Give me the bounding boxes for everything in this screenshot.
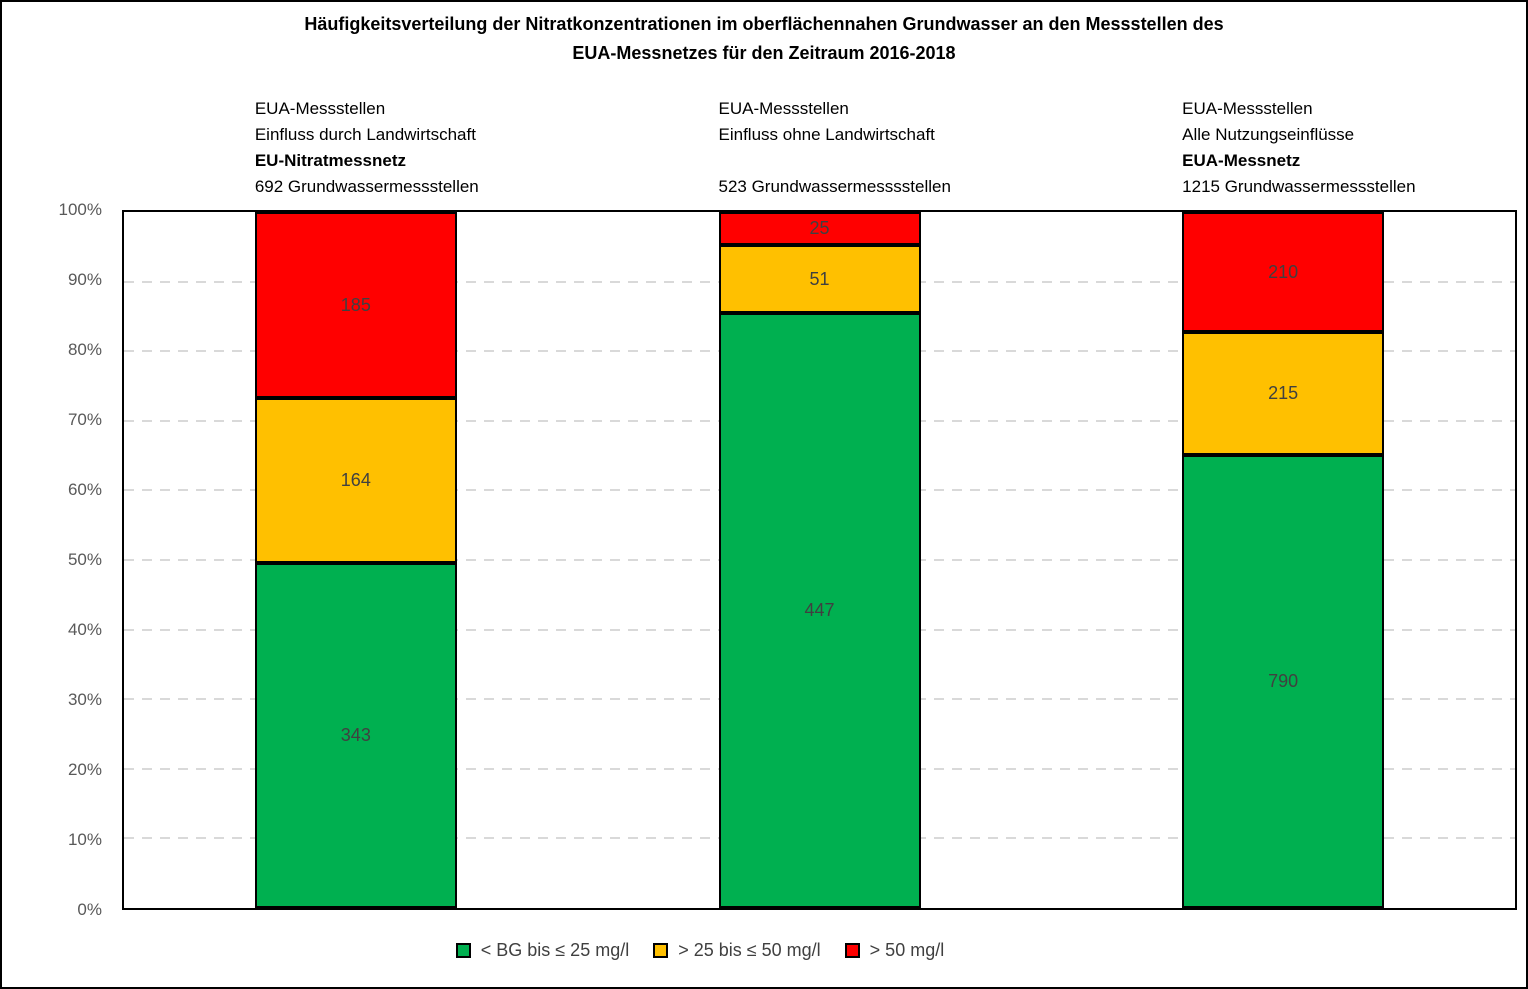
bar-segment-value: 210 bbox=[1268, 261, 1299, 282]
bar-segment-value: 51 bbox=[809, 268, 830, 289]
bar-segment-value: 185 bbox=[340, 294, 371, 315]
y-axis-tick-label: 80% bbox=[67, 340, 102, 359]
bar-segment: 25 bbox=[718, 212, 921, 246]
chart-title-line-1: Häufigkeitsverteilung der Nitratkonzentr… bbox=[304, 14, 1224, 34]
legend-label: > 50 mg/l bbox=[869, 940, 945, 960]
stacked-bar-1: 185 164 343 bbox=[254, 212, 457, 908]
stacked-bar-2: 25 51 447 bbox=[718, 212, 921, 908]
y-axis-tick-label: 60% bbox=[67, 480, 102, 499]
chart-title: Häufigkeitsverteilung der Nitratkonzentr… bbox=[2, 10, 1526, 68]
y-axis-tick-label: 20% bbox=[67, 760, 102, 779]
category-header-line: 1215 Grundwassermessstellen bbox=[1182, 177, 1416, 196]
bar-segment-value: 790 bbox=[1268, 671, 1299, 692]
legend-swatch-icon bbox=[844, 943, 860, 958]
legend: < BG bis ≤ 25 mg/l > 25 bis ≤ 50 mg/l > 50… bbox=[2, 940, 1464, 961]
category-header-line: 692 Grundwassermessstellen bbox=[254, 177, 479, 196]
bar-segment: 164 bbox=[254, 398, 457, 563]
legend-label: > 25 bis ≤ 50 mg/l bbox=[678, 940, 821, 960]
category-header-line: 523 Grundwassermesssstellen bbox=[718, 177, 951, 196]
y-axis: 0% 10% 20% 30% 40% 50% 60% 70% 80% 90% 100% bbox=[2, 200, 102, 919]
y-axis-tick-label: 10% bbox=[67, 830, 102, 849]
y-axis-tick-label: 70% bbox=[67, 410, 102, 429]
chart-title-line-2: EUA-Messnetzes für den Zeitraum 2016-201… bbox=[572, 43, 956, 63]
category-header-line bbox=[719, 148, 1064, 174]
legend-label: < BG bis ≤ 25 mg/l bbox=[480, 940, 630, 960]
legend-item: < BG bis ≤ 25 mg/l bbox=[455, 940, 630, 961]
bar-segment-value: 164 bbox=[340, 470, 371, 491]
bar-segment-value: 447 bbox=[804, 600, 835, 621]
legend-item: > 25 bis ≤ 50 mg/l bbox=[653, 940, 821, 961]
category-header-line: Einfluss durch Landwirtschaft bbox=[254, 125, 476, 144]
y-axis-tick-label: 30% bbox=[67, 690, 102, 709]
category-headers: EUA-Messstellen Einfluss durch Landwirtsc… bbox=[124, 96, 1515, 208]
category-header-line: Einfluss ohne Landwirtschaft bbox=[718, 125, 935, 144]
bar-segment: 51 bbox=[718, 245, 921, 314]
category-header-line: Alle Nutzungseinflüsse bbox=[1182, 125, 1355, 144]
category-header-1: EUA-Messstellen Einfluss durch Landwirtsc… bbox=[255, 96, 600, 200]
category-header-3: EUA-Messstellen Alle Nutzungseinflüsse EUA… bbox=[1182, 96, 1526, 200]
bar-segment: 215 bbox=[1182, 332, 1385, 456]
category-header-line: EU-Nitratmessnetz bbox=[254, 151, 406, 170]
category-header-line: EUA-Messstellen bbox=[718, 99, 849, 118]
bar-segment-value: 25 bbox=[809, 218, 830, 239]
bar-segment-value: 343 bbox=[340, 724, 371, 745]
category-header-line: EUA-Messstellen bbox=[1182, 99, 1313, 118]
bar-segment: 210 bbox=[1182, 212, 1385, 333]
category-header-line: EUA-Messnetz bbox=[1182, 151, 1301, 170]
plot-area: 185 164 343 25 51 447 210 215 790 bbox=[122, 210, 1517, 910]
y-axis-tick-label: 90% bbox=[67, 270, 102, 289]
category-header-line: EUA-Messstellen bbox=[254, 99, 386, 118]
y-axis-tick-label: 50% bbox=[67, 550, 102, 569]
legend-swatch-icon bbox=[653, 943, 669, 958]
bar-segment: 343 bbox=[254, 563, 457, 908]
legend-swatch-icon bbox=[455, 943, 471, 958]
bar-segment-value: 215 bbox=[1268, 383, 1299, 404]
stacked-bar-3: 210 215 790 bbox=[1182, 212, 1385, 908]
bar-segment: 185 bbox=[254, 212, 457, 399]
y-axis-tick-label: 40% bbox=[67, 620, 102, 639]
bar-segment: 790 bbox=[1182, 455, 1385, 908]
y-axis-tick-label: 0% bbox=[77, 900, 102, 919]
category-header-2: EUA-Messstellen Einfluss ohne Landwirtsch… bbox=[719, 96, 1064, 200]
y-axis-tick-label: 100% bbox=[58, 200, 102, 219]
bar-segment: 447 bbox=[718, 313, 921, 908]
legend-item: > 50 mg/l bbox=[844, 940, 945, 961]
